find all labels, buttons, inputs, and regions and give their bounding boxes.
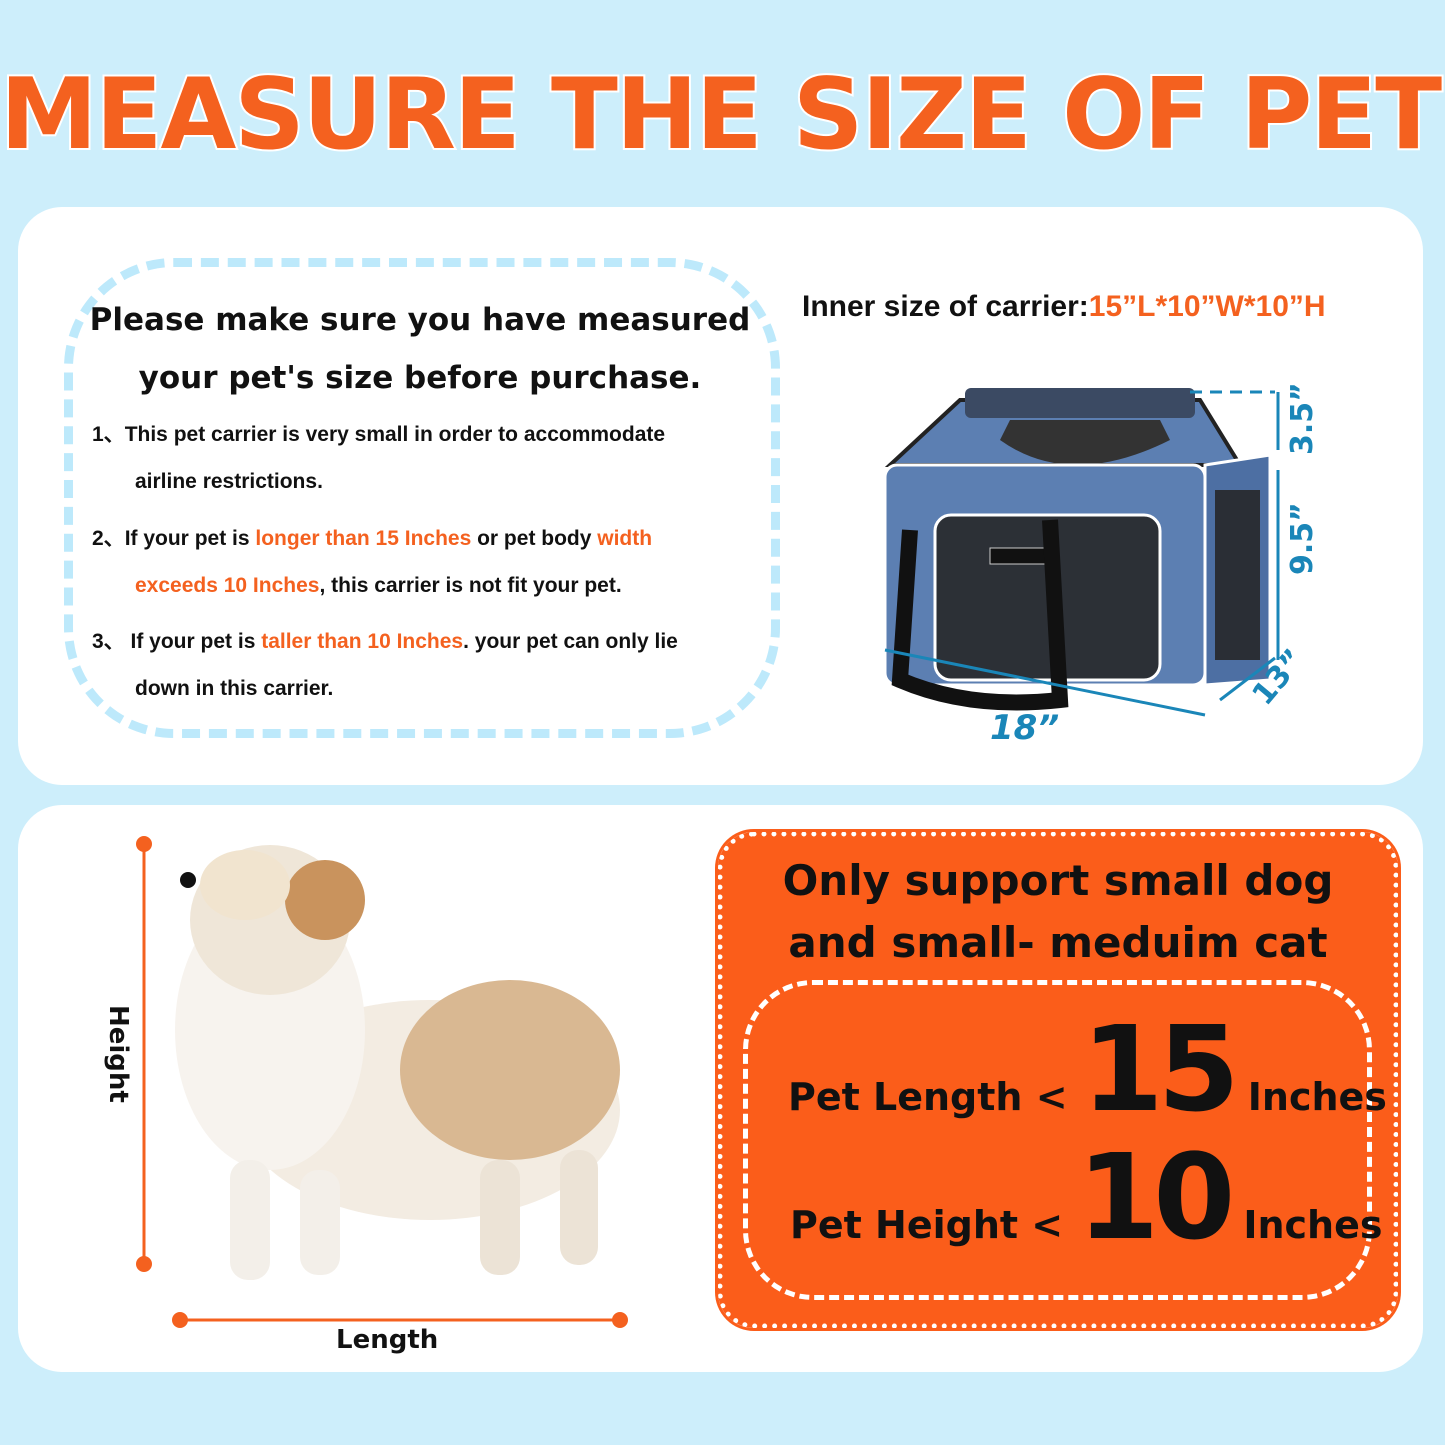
length-dot-right (612, 1312, 628, 1328)
length-label: Length (336, 1325, 439, 1355)
carrier-illustration (883, 388, 1280, 717)
length-arrow (884, 648, 1206, 717)
height-limit: Pet Height <10 Inches (790, 1128, 1383, 1266)
depth-arrow (1219, 656, 1276, 702)
height-dot-top (136, 836, 152, 852)
strap-icon (891, 519, 1069, 711)
side-mesh-icon (1215, 490, 1260, 660)
page-title: MEASURE THE SIZE OF PETS (0, 56, 1445, 174)
dog-icon (175, 845, 620, 1280)
carrier-lid (965, 388, 1195, 418)
notice-heading-1: Please make sure you have measured (89, 302, 751, 338)
length-dot-left (172, 1312, 188, 1328)
height-label: Height (103, 1005, 133, 1103)
support-heading: Only support small dog and small- meduim … (782, 856, 1334, 967)
notice-item-1-cont: airline restrictions. (135, 470, 323, 493)
notice-item-2-cont: exceeds 10 Inches, this carrier is not f… (135, 574, 622, 597)
limits-border (743, 980, 1372, 1300)
length-limit: Pet Length <15 Inches (788, 1000, 1387, 1138)
dim-height: 9.5” (1285, 502, 1320, 575)
notice-heading-2: your pet's size before purchase. (138, 360, 702, 396)
notice-item-3-cont: down in this carrier. (135, 677, 334, 700)
notice-item-1: 1、This pet carrier is very small in orde… (92, 423, 666, 446)
notice-border (64, 258, 780, 738)
notice-item-2: 2、If your pet is longer than 15 Inches o… (92, 527, 653, 550)
dim-top: 3.5” (1285, 382, 1320, 455)
dim-length: 18” (990, 708, 1060, 748)
carrier-top-mesh (1000, 420, 1170, 465)
height-dot-bottom (136, 1256, 152, 1272)
notice-item-3: 3、 If your pet is taller than 10 Inches.… (92, 630, 678, 653)
support-box (715, 829, 1401, 1331)
carrier-size: Inner size of carrier:15”L*10”W*10”H (802, 290, 1326, 323)
pet-illustration (136, 836, 628, 1328)
